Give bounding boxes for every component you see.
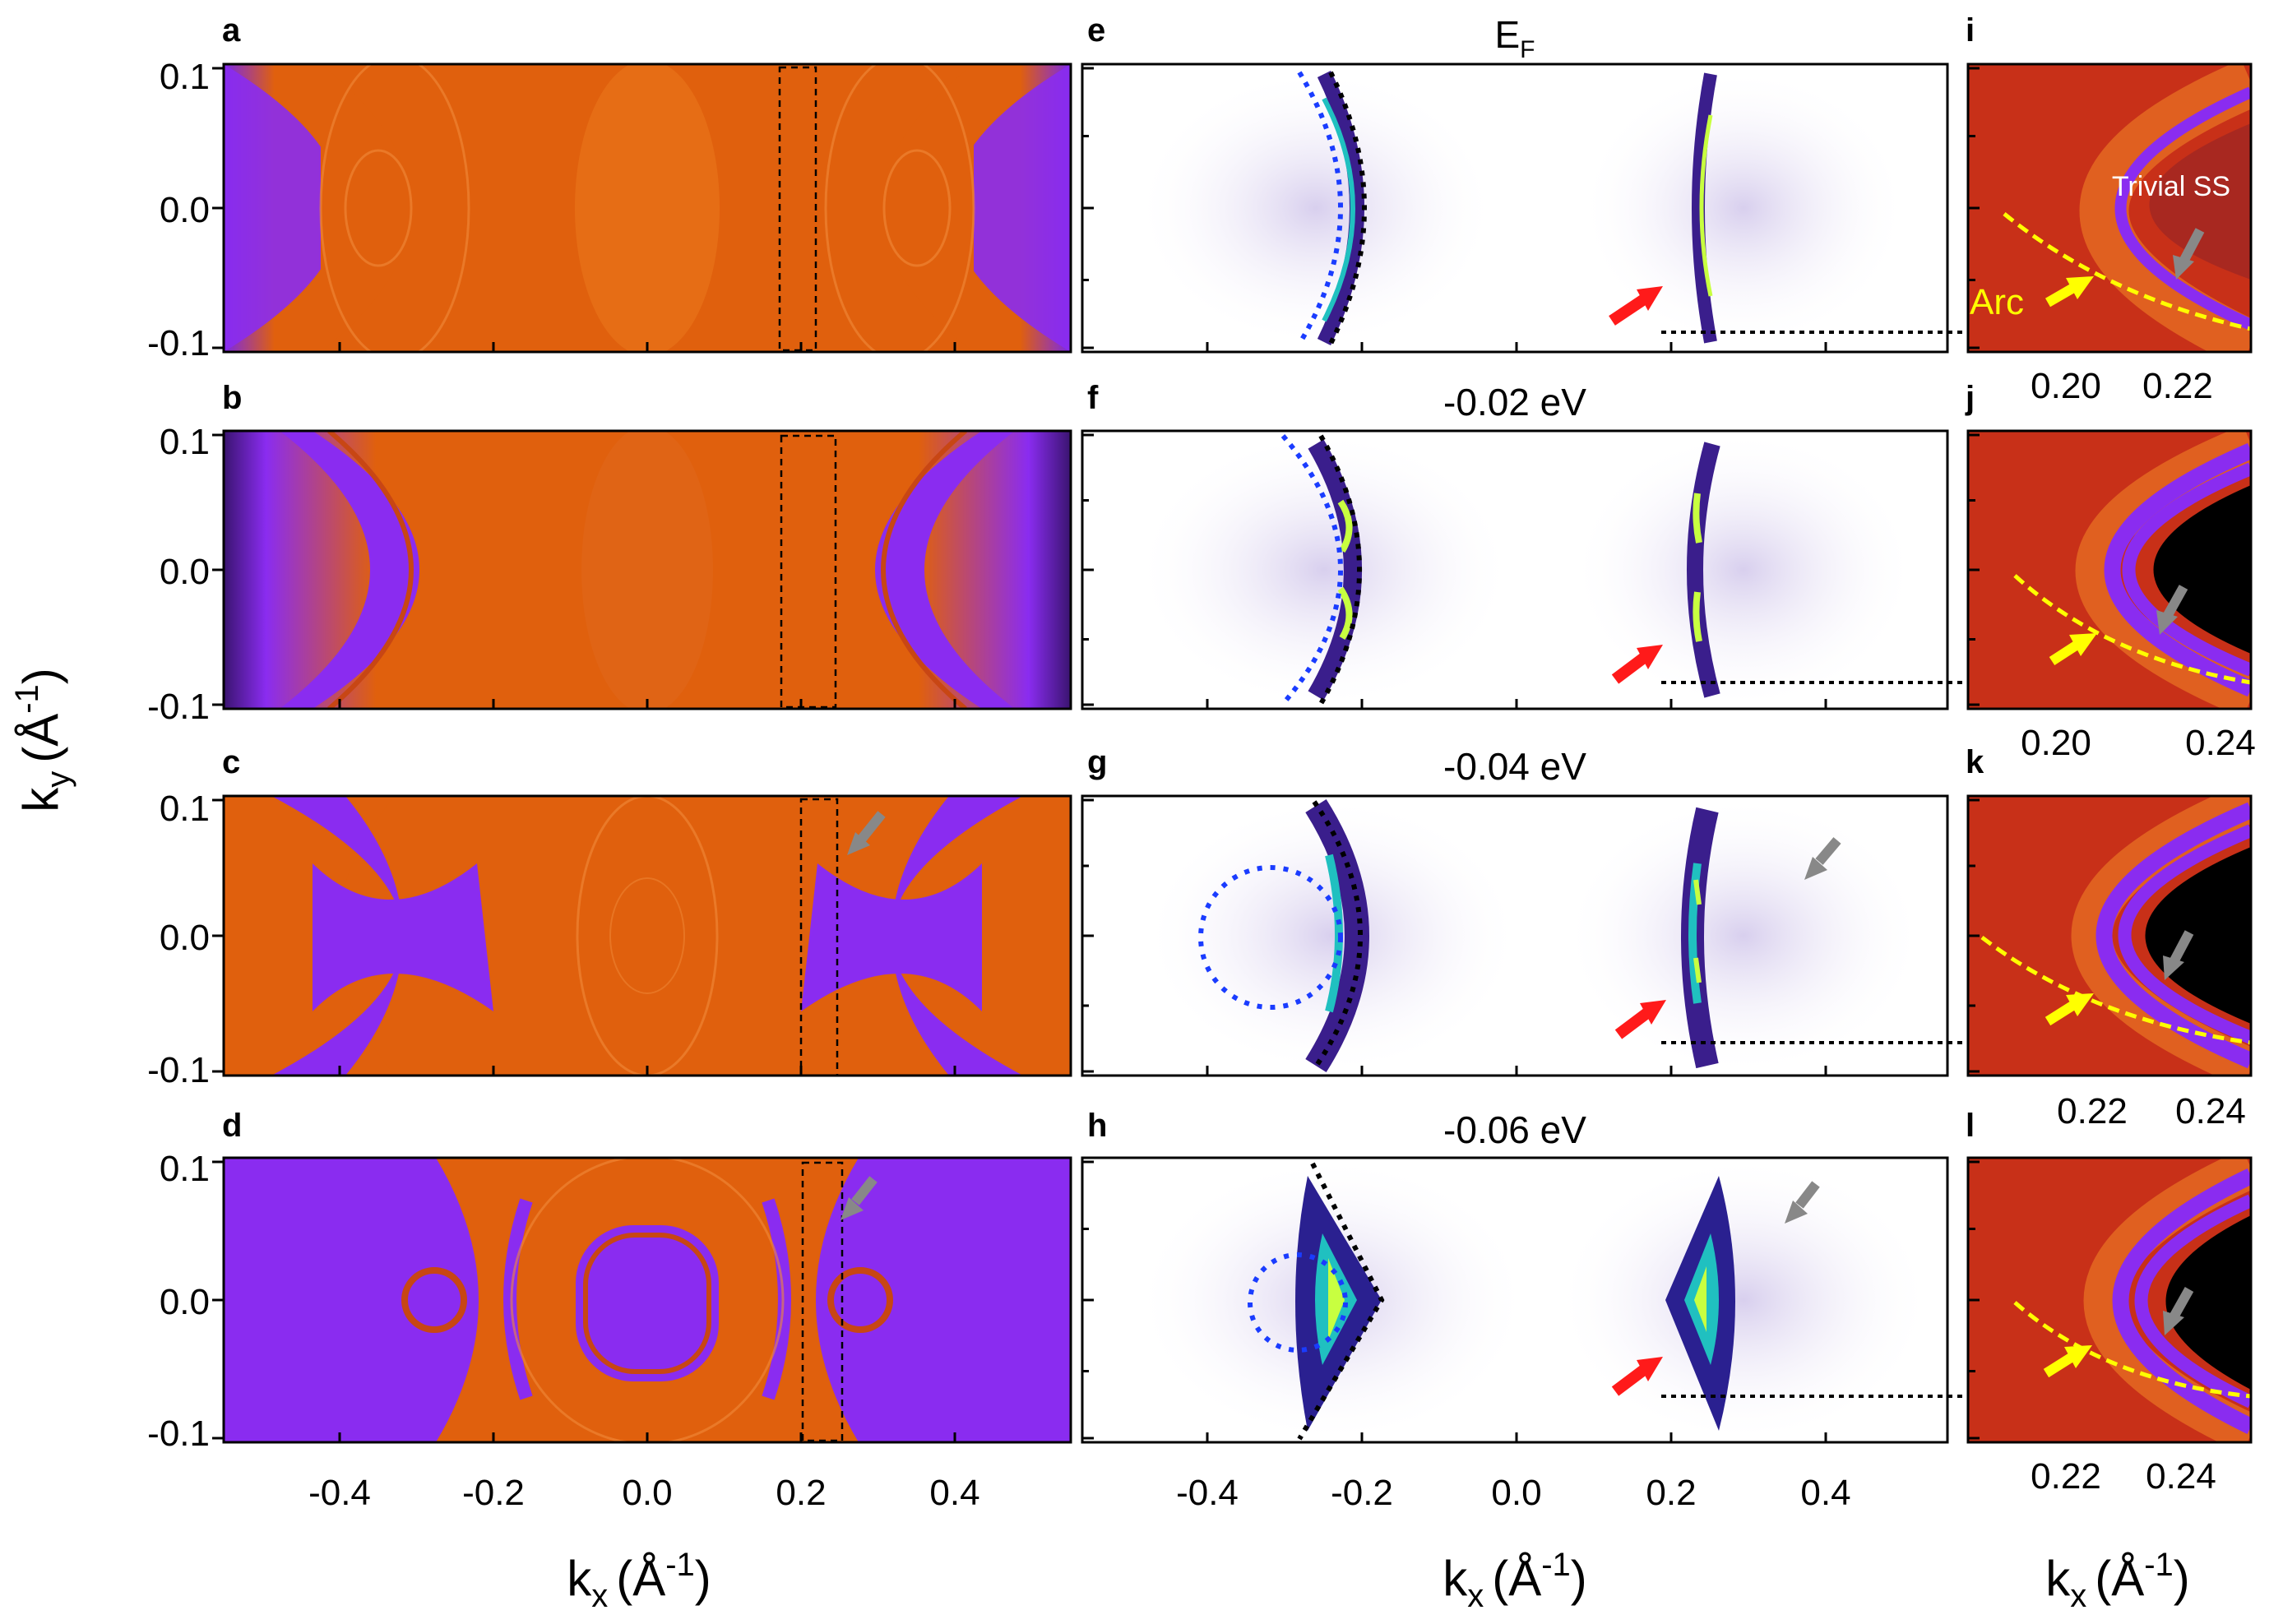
- x-tick-mid-0: -0.4: [1176, 1473, 1239, 1513]
- x-tick-j-0: 0.20: [2021, 723, 2091, 763]
- x-tick-left-2: 0.0: [622, 1473, 672, 1513]
- x-tick-l-0: 0.22: [2031, 1456, 2101, 1497]
- x-tick-labels-middle: -0.4 -0.2 0.0 0.2 0.4: [1176, 1473, 1851, 1513]
- panel-letter-k: k: [1966, 744, 1984, 780]
- x-axis-title-left: kx (Å-1): [567, 1547, 711, 1614]
- y-tick-b-bot: -0.1: [147, 687, 210, 727]
- x-axis-title-middle: kx (Å-1): [1443, 1547, 1587, 1614]
- y-tick-c-mid: 0.0: [160, 918, 210, 958]
- panel-f: [1082, 430, 1947, 710]
- annotation-trivial-ss: Trivial SS: [2112, 171, 2230, 202]
- panel-letter-a: a: [222, 12, 241, 49]
- panel-letter-g: g: [1087, 744, 1107, 780]
- panel-g: [1082, 796, 1947, 1076]
- y-tick-a-bot: -0.1: [147, 323, 210, 363]
- y-tick-b-mid: 0.0: [160, 552, 210, 592]
- x-tick-i-1: 0.22: [2142, 366, 2213, 406]
- panel-j: [1968, 431, 2251, 709]
- x-tick-l-1: 0.24: [2146, 1456, 2216, 1497]
- y-tick-c-top: 0.1: [160, 789, 210, 829]
- x-tick-mid-4: 0.4: [1800, 1473, 1850, 1513]
- panel-letter-e: e: [1087, 12, 1105, 49]
- x-tick-j-1: 0.24: [2185, 723, 2256, 763]
- panel-e: [1082, 64, 1947, 352]
- title-minus-0.04: -0.04 eV: [1443, 745, 1586, 788]
- y-tick-labels: 0.1 0.0 -0.1 0.1 0.0 -0.1 0.1 0.0 -0.1 0…: [147, 57, 210, 1454]
- panel-letter-c: c: [222, 744, 240, 780]
- x-tick-k-1: 0.24: [2175, 1091, 2246, 1131]
- panel-letter-l: l: [1966, 1108, 1975, 1144]
- y-tick-a-top: 0.1: [160, 57, 210, 97]
- panel-a-zoom-box: [778, 66, 817, 352]
- panel-letter-h: h: [1087, 1108, 1107, 1144]
- x-tick-left-1: -0.2: [462, 1473, 525, 1513]
- y-tick-d-top: 0.1: [160, 1149, 210, 1189]
- y-tick-b-top: 0.1: [160, 422, 210, 462]
- x-tick-mid-1: -0.2: [1331, 1473, 1393, 1513]
- panel-d: [224, 1158, 1071, 1442]
- axis-ticks: [212, 67, 1980, 1442]
- x-axis-title-right: kx (Å-1): [2045, 1547, 2190, 1614]
- x-tick-i-0: 0.20: [2031, 366, 2101, 406]
- y-tick-a-mid: 0.0: [160, 190, 210, 230]
- panel-letter-f: f: [1087, 380, 1099, 416]
- panel-a-center-pocket: [575, 64, 720, 352]
- x-tick-labels-right: 0.20 0.22 0.20 0.24 0.22 0.24 0.22 0.24: [2021, 366, 2256, 1497]
- x-tick-left-0: -0.4: [308, 1473, 371, 1513]
- panel-l: [1968, 1158, 2251, 1442]
- panel-letter-b: b: [222, 380, 242, 416]
- panel-c-gray-arrow: [858, 811, 886, 842]
- x-tick-k-0: 0.22: [2057, 1091, 2128, 1131]
- panel-letter-j: j: [1965, 380, 1975, 416]
- panel-b: [224, 431, 1071, 709]
- annotation-arc: Arc: [1970, 282, 2024, 322]
- panel-a: [224, 64, 1071, 352]
- x-tick-mid-3: 0.2: [1646, 1473, 1696, 1513]
- panel-c-zoom-box: [799, 798, 839, 1077]
- y-tick-d-bot: -0.1: [147, 1413, 210, 1454]
- y-tick-c-bot: -0.1: [147, 1050, 210, 1090]
- title-ef: EF: [1494, 13, 1535, 63]
- panel-i: [1968, 64, 2251, 352]
- panel-k: [1968, 796, 2251, 1076]
- panel-letter-i: i: [1966, 12, 1975, 49]
- panel-letter-d: d: [222, 1108, 242, 1144]
- x-tick-left-3: 0.2: [776, 1473, 826, 1513]
- panel-h: [1082, 1156, 1947, 1444]
- y-tick-d-mid: 0.0: [160, 1282, 210, 1322]
- y-axis-title: ky(Å-1): [9, 668, 76, 812]
- x-tick-left-4: 0.4: [929, 1473, 979, 1513]
- title-minus-0.06: -0.06 eV: [1443, 1108, 1586, 1151]
- panel-b-zoom-box: [780, 434, 837, 709]
- panel-d-gray-arrow: [851, 1176, 878, 1205]
- x-tick-mid-2: 0.0: [1491, 1473, 1541, 1513]
- panel-c: [224, 796, 1071, 1076]
- panel-d-zoom-box: [801, 1161, 844, 1442]
- x-tick-labels-left: -0.4 -0.2 0.0 0.2 0.4: [308, 1473, 980, 1513]
- title-minus-0.02: -0.02 eV: [1443, 381, 1586, 423]
